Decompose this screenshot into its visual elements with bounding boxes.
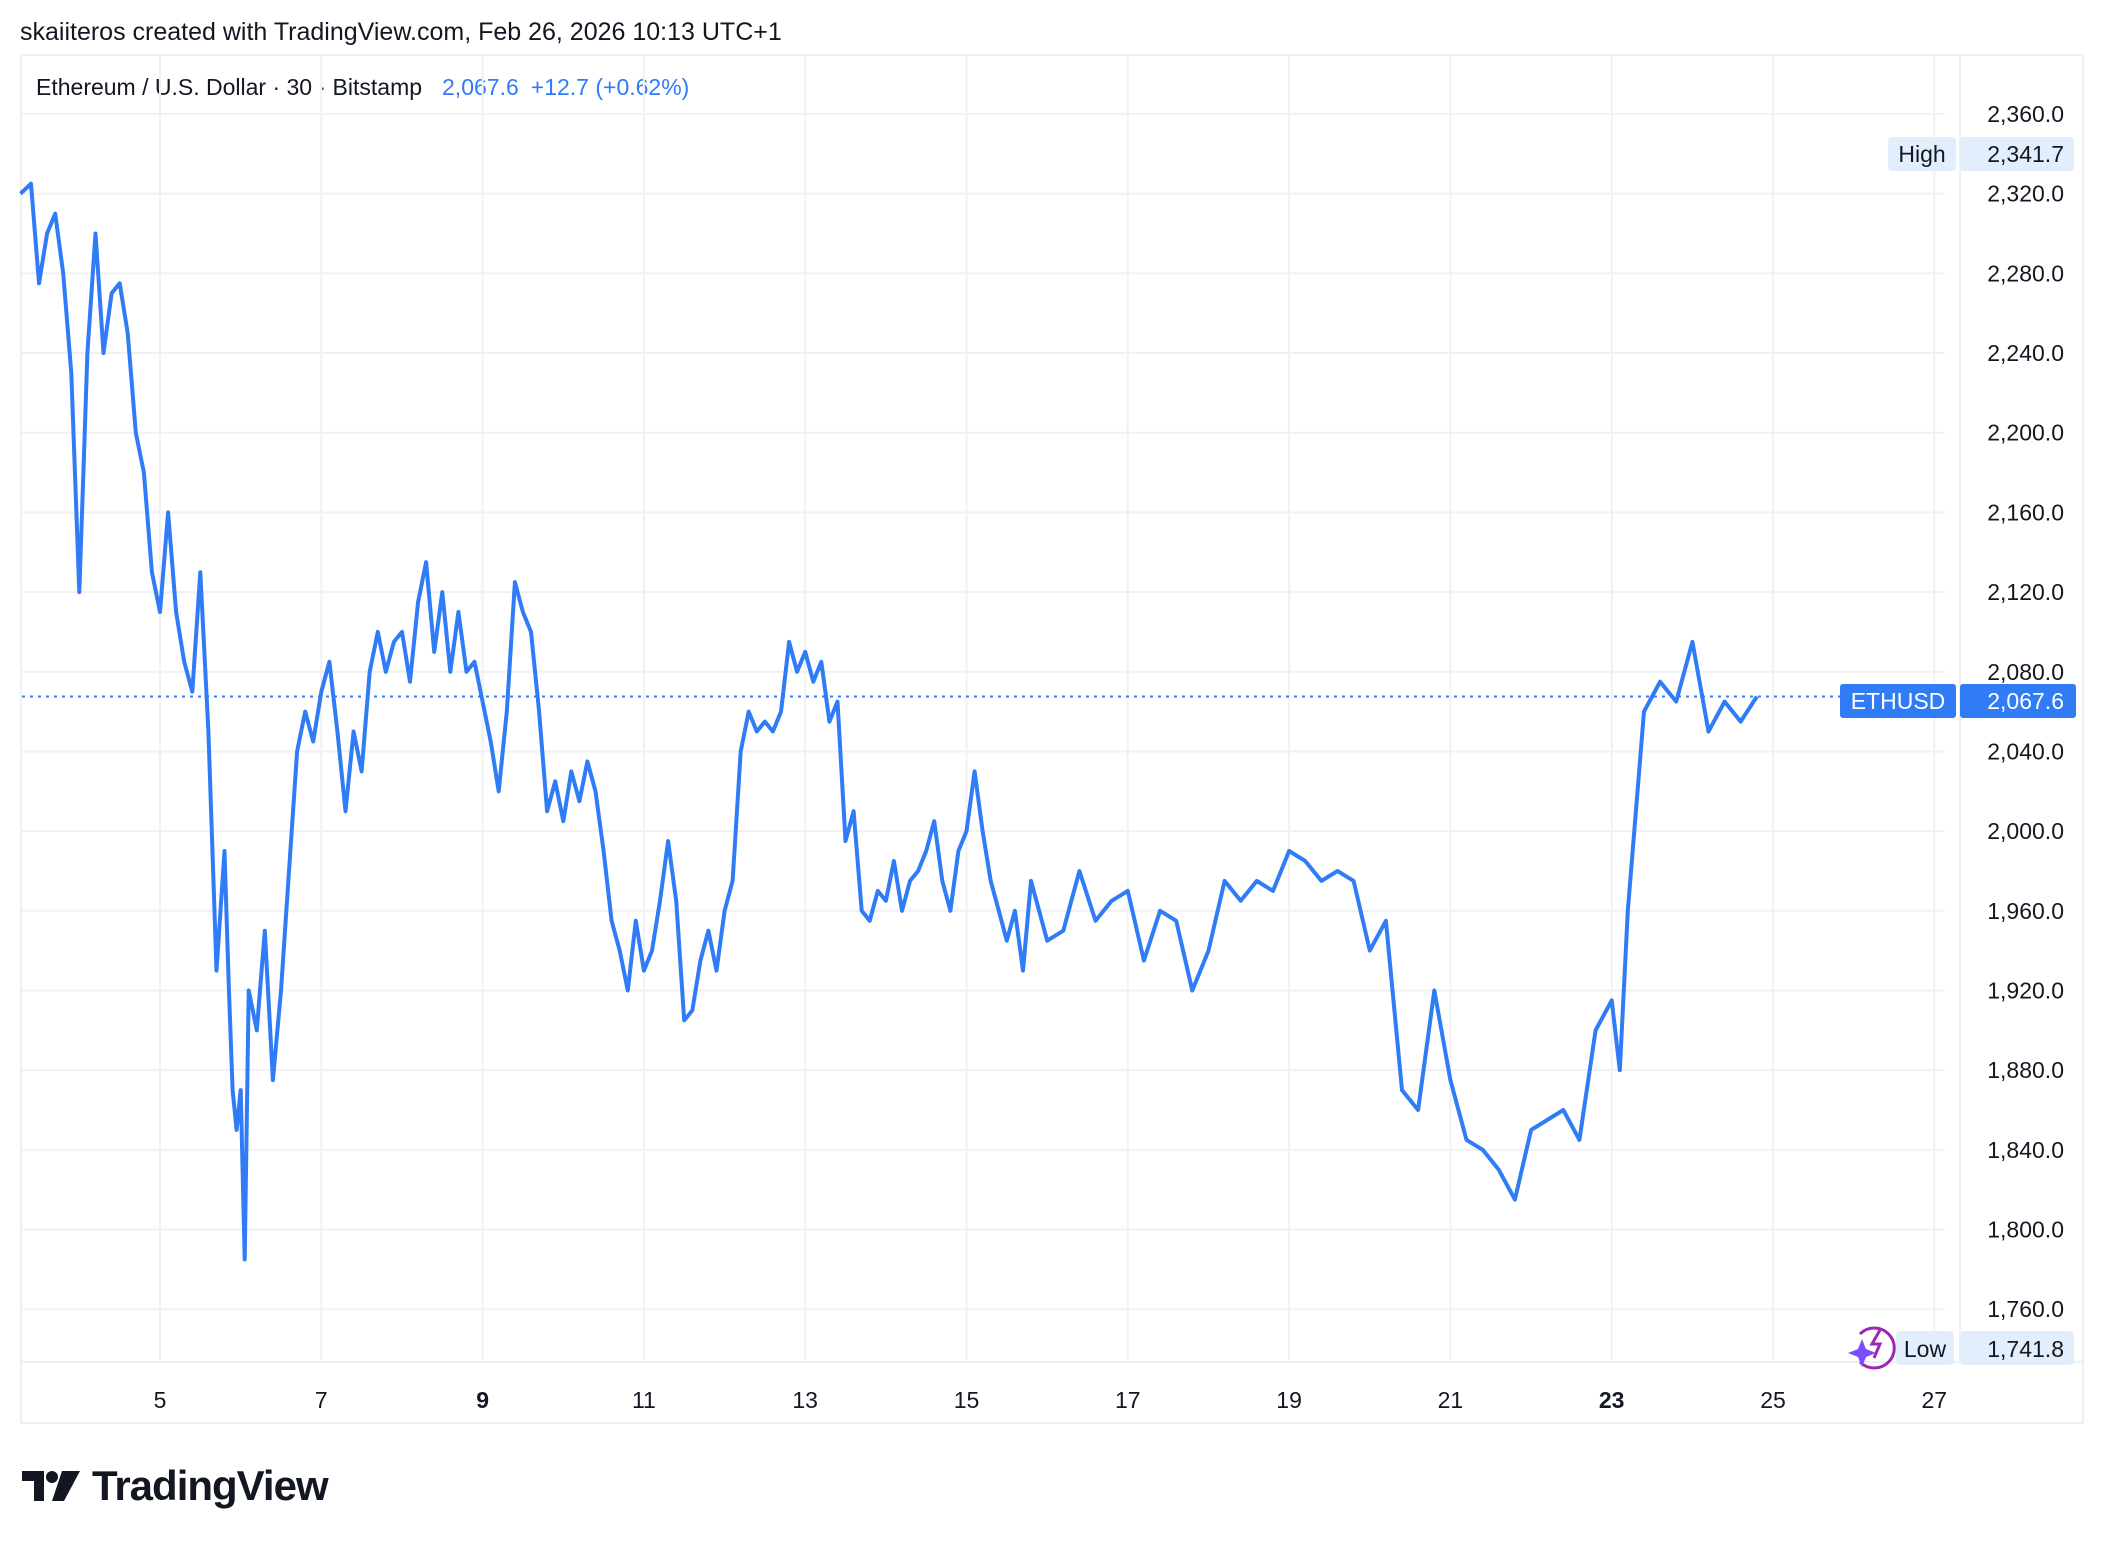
time-axis-label: 17	[1115, 1387, 1141, 1413]
price-axis-label: 2,120.0	[1987, 579, 2064, 605]
time-axis-label: 23	[1599, 1387, 1625, 1413]
time-axis-label: 25	[1760, 1387, 1786, 1413]
price-axis-label: 1,920.0	[1987, 977, 2064, 1003]
time-axis-label: 19	[1276, 1387, 1302, 1413]
price-axis-label: 2,320.0	[1987, 181, 2064, 207]
price-line	[19, 181, 1759, 1262]
price-axis-label: 2,160.0	[1987, 499, 2064, 525]
time-axis-label: 9	[476, 1387, 489, 1413]
price-axis-label: 1,960.0	[1987, 898, 2064, 924]
tradingview-logo[interactable]: TradingView	[22, 1462, 329, 1510]
price-axis-label: 2,200.0	[1987, 420, 2064, 446]
low-marker: Low 1,741.8	[1848, 1326, 2074, 1370]
gridlines	[22, 56, 2082, 1363]
time-axis-label: 13	[792, 1387, 818, 1413]
high-label: High	[1898, 141, 1945, 167]
high-value: 2,341.7	[1987, 141, 2064, 167]
chart-frame	[20, 54, 2084, 1424]
last-ticker: ETHUSD	[1851, 688, 1946, 714]
price-axis-label: 2,360.0	[1987, 101, 2064, 127]
price-axis-label: 2,040.0	[1987, 738, 2064, 764]
price-axis[interactable]: 2,360.0 2,320.0 2,280.0 2,240.0 2,200.0 2,160…	[1987, 101, 2064, 1322]
price-change: +12.7 (+0.62%)	[530, 74, 690, 100]
price-axis-label: 1,880.0	[1987, 1057, 2064, 1083]
low-label: Low	[1904, 1336, 1947, 1362]
tradingview-logo-icon	[22, 1471, 80, 1501]
price-axis-label: 2,080.0	[1987, 659, 2064, 685]
time-axis-label: 15	[954, 1387, 980, 1413]
price-axis-label: 1,760.0	[1987, 1296, 2064, 1322]
symbol-title[interactable]: Ethereum / U.S. Dollar · 30 · Bitstamp	[36, 74, 423, 100]
price-axis-label: 2,000.0	[1987, 818, 2064, 844]
tradingview-logo-text: TradingView	[92, 1462, 329, 1509]
time-axis[interactable]: 5 7 9 11 13 15 17 19 21 23 25 27	[154, 1387, 1947, 1413]
time-axis-label: 11	[632, 1387, 656, 1413]
last-value: 2,067.6	[1987, 688, 2064, 714]
time-axis-label: 7	[315, 1387, 328, 1413]
chart-credit: skaiiteros created with TradingView.com,…	[20, 18, 782, 46]
time-axis-label: 21	[1438, 1387, 1464, 1413]
time-axis-label: 27	[1922, 1387, 1948, 1413]
low-value: 1,741.8	[1987, 1336, 2064, 1362]
price-axis-label: 2,240.0	[1987, 340, 2064, 366]
price-axis-label: 1,840.0	[1987, 1137, 2064, 1163]
chart-legend: Ethereum / U.S. Dollar · 30 · Bitstamp 2…	[36, 74, 689, 101]
lightning-icon[interactable]	[1848, 1326, 1896, 1370]
high-marker: High 2,341.7	[1888, 137, 2074, 171]
last-price-marker: ETHUSD 2,067.6	[1840, 684, 2076, 718]
price-axis-label: 2,280.0	[1987, 260, 2064, 286]
price-axis-label: 1,800.0	[1987, 1217, 2064, 1243]
last-price: 2,067.6	[442, 74, 519, 100]
time-axis-label: 5	[154, 1387, 167, 1413]
